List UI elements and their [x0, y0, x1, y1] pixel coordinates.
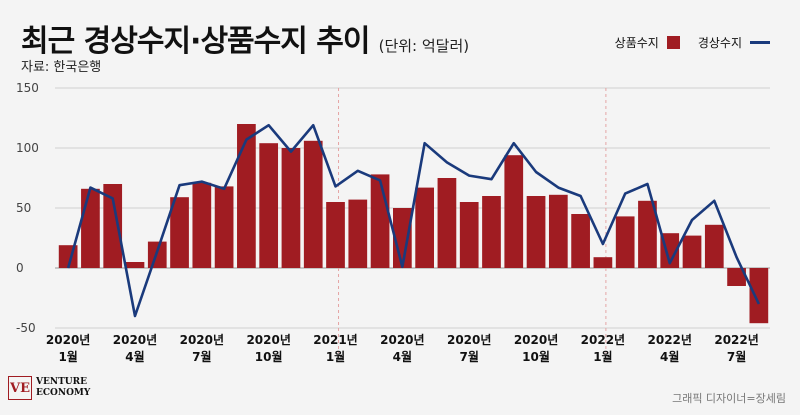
bar-goods-balance — [615, 216, 635, 268]
x-tick-label-month: 7월 — [727, 349, 746, 364]
y-tick-label: 50 — [16, 201, 31, 215]
bar-goods-balance — [237, 124, 256, 268]
y-tick-label: 100 — [16, 141, 39, 155]
bar-goods-balance — [526, 196, 546, 268]
logo-text: VENTURE ECONOMY — [36, 377, 90, 399]
chart-title: 최근 경상수지·상품수지 추이 — [21, 24, 370, 59]
x-tick-label-year: 2022년 — [714, 333, 758, 347]
bar-goods-balance — [103, 184, 123, 268]
logo-line-2: ECONOMY — [36, 388, 91, 398]
bar-goods-balance — [170, 197, 189, 268]
bar-goods-balance — [437, 178, 457, 268]
source-label: 자료: 한국은행 — [21, 60, 102, 75]
bar-goods-balance — [192, 182, 212, 268]
bar-goods-balance — [81, 188, 100, 268]
bar-goods-balance — [548, 194, 568, 268]
bar-goods-balance — [593, 257, 613, 268]
bar-goods-balance — [326, 202, 345, 268]
bar-goods-balance — [504, 155, 524, 268]
x-tick-label-month: 1월 — [58, 349, 77, 364]
legend-label-bar: 상품수지 — [614, 36, 659, 50]
x-tick-label-month: 4월 — [393, 349, 412, 364]
logo-line-1: VENTURE — [36, 377, 87, 387]
x-tick-label-month: 1월 — [326, 349, 345, 364]
x-tick-label-year: 2020년 — [46, 333, 90, 347]
x-tick-label-year: 2022년 — [648, 333, 692, 347]
x-tick-label-year: 2020년 — [246, 333, 290, 347]
bar-goods-balance — [704, 224, 724, 268]
x-tick-label-year: 2020년 — [380, 333, 424, 347]
chart-title-block: 최근 경상수지·상품수지 추이 (단위: 억달러) — [21, 16, 469, 60]
bar-goods-balance — [749, 268, 769, 324]
credit-label: 그래픽 디자이너=장세림 — [672, 392, 786, 405]
unit-label: (단위: 억달러) — [378, 37, 470, 55]
bar-goods-balance — [281, 148, 301, 268]
x-tick-label-month: 4월 — [125, 349, 144, 364]
bar-goods-balance — [459, 202, 479, 268]
y-tick-label: -50 — [16, 321, 36, 335]
bar-goods-balance — [259, 143, 279, 268]
venture-economy-logo: VE VENTURE ECONOMY — [8, 376, 90, 400]
x-tick-label-month: 7월 — [460, 349, 479, 364]
x-tick-label-year: 2022년 — [581, 333, 625, 347]
bar-goods-balance — [571, 214, 590, 268]
y-tick-label: 0 — [16, 261, 24, 275]
bar-goods-balance — [682, 235, 702, 268]
bar-goods-balance — [370, 174, 390, 268]
legend-swatch-line — [750, 41, 770, 44]
bar-goods-balance — [348, 199, 368, 268]
x-tick-label-month: 10월 — [522, 349, 550, 364]
x-tick-label-month: 7월 — [192, 349, 211, 364]
bar-goods-balance — [727, 268, 746, 286]
x-tick-label-year: 2020년 — [514, 333, 558, 347]
bar-goods-balance — [638, 200, 657, 268]
y-tick-label: 150 — [16, 81, 39, 95]
bar-goods-balance — [214, 186, 234, 268]
bar-goods-balance — [125, 262, 145, 268]
x-tick-label-month: 10월 — [255, 349, 283, 364]
x-tick-label-year: 2020년 — [180, 333, 224, 347]
bar-goods-balance — [482, 196, 501, 268]
bar-goods-balance — [303, 140, 323, 268]
x-tick-label-year: 2021년 — [313, 333, 357, 347]
x-tick-label-month: 4월 — [660, 349, 679, 364]
line-current-account — [66, 123, 761, 318]
legend: 상품수지 경상수지 — [615, 34, 770, 51]
x-tick-label-year: 2020년 — [447, 333, 491, 347]
logo-mark-icon: VE — [8, 376, 32, 400]
legend-swatch-bar — [666, 36, 680, 49]
x-tick-label-year: 2020년 — [113, 333, 157, 347]
legend-label-line: 경상수지 — [697, 36, 742, 50]
bar-goods-balance — [415, 187, 434, 268]
x-tick-label-month: 1월 — [593, 349, 612, 364]
